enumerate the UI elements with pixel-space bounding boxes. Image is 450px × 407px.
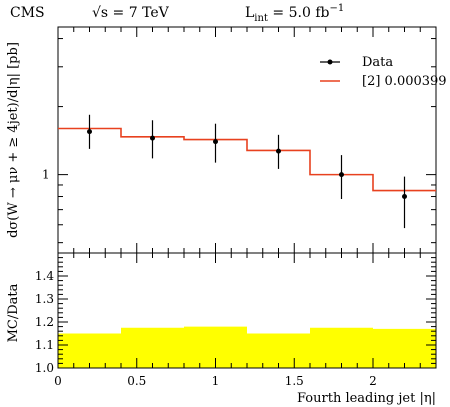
x-tick-label: 1.5: [285, 374, 304, 388]
legend-prediction-label: [2] 0.000399: [362, 74, 447, 89]
luminosity-label: Lint = 5.0 fb−1: [245, 3, 344, 24]
data-point: [402, 194, 407, 200]
x-tick-label: 0.5: [127, 374, 146, 388]
ratio-y-axis-label: MC/Data: [6, 283, 21, 342]
ratio-y-tick-label: 1.2: [35, 315, 54, 329]
prediction-step-path: [58, 127, 436, 192]
ratio-y-tick-labels: 1.0 1.1 1.2 1.3 1.4: [35, 269, 54, 375]
legend-data-marker: [327, 59, 333, 65]
cross-section-panel: 1 dσ(W → μν + ≥ 4jet)/d|η| [pb] Data [2]…: [6, 26, 447, 254]
legend: Data [2] 0.000399: [320, 55, 447, 89]
data-point: [339, 172, 344, 178]
data-point: [87, 129, 92, 135]
ratio-panel: 1.0 1.1 1.2 1.3 1.4 0 0.5 1 1.5 2 MC/Data Fourth…: [6, 252, 437, 406]
prediction-step-line: [58, 127, 436, 192]
y-tick-label-1: 1: [42, 168, 50, 182]
main-axis-ticks: [57, 27, 437, 253]
ratio-y-tick-label: 1.1: [35, 338, 54, 352]
energy-label: √s = 7 TeV: [92, 5, 170, 21]
data-point: [150, 135, 155, 141]
ratio-band-area: [58, 326, 436, 368]
ratio-band: [58, 326, 436, 368]
legend-data-label: Data: [362, 55, 393, 70]
data-point: [213, 139, 218, 145]
x-tick-labels: 0 0.5 1 1.5 2: [54, 374, 377, 388]
x-tick-label: 0: [54, 374, 62, 388]
ratio-y-tick-label: 1.3: [35, 292, 54, 306]
data-point: [276, 148, 281, 154]
experiment-label: CMS: [10, 5, 45, 21]
data-points: [87, 114, 407, 229]
ratio-axis-ticks: [57, 252, 437, 369]
x-tick-label: 1: [212, 374, 220, 388]
ratio-y-tick-label: 1.0: [35, 361, 54, 375]
x-axis-label: Fourth leading jet |η|: [297, 391, 436, 406]
x-tick-label: 2: [369, 374, 377, 388]
ratio-y-tick-label: 1.4: [35, 269, 54, 283]
main-y-axis-label: dσ(W → μν + ≥ 4jet)/d|η| [pb]: [6, 42, 21, 238]
